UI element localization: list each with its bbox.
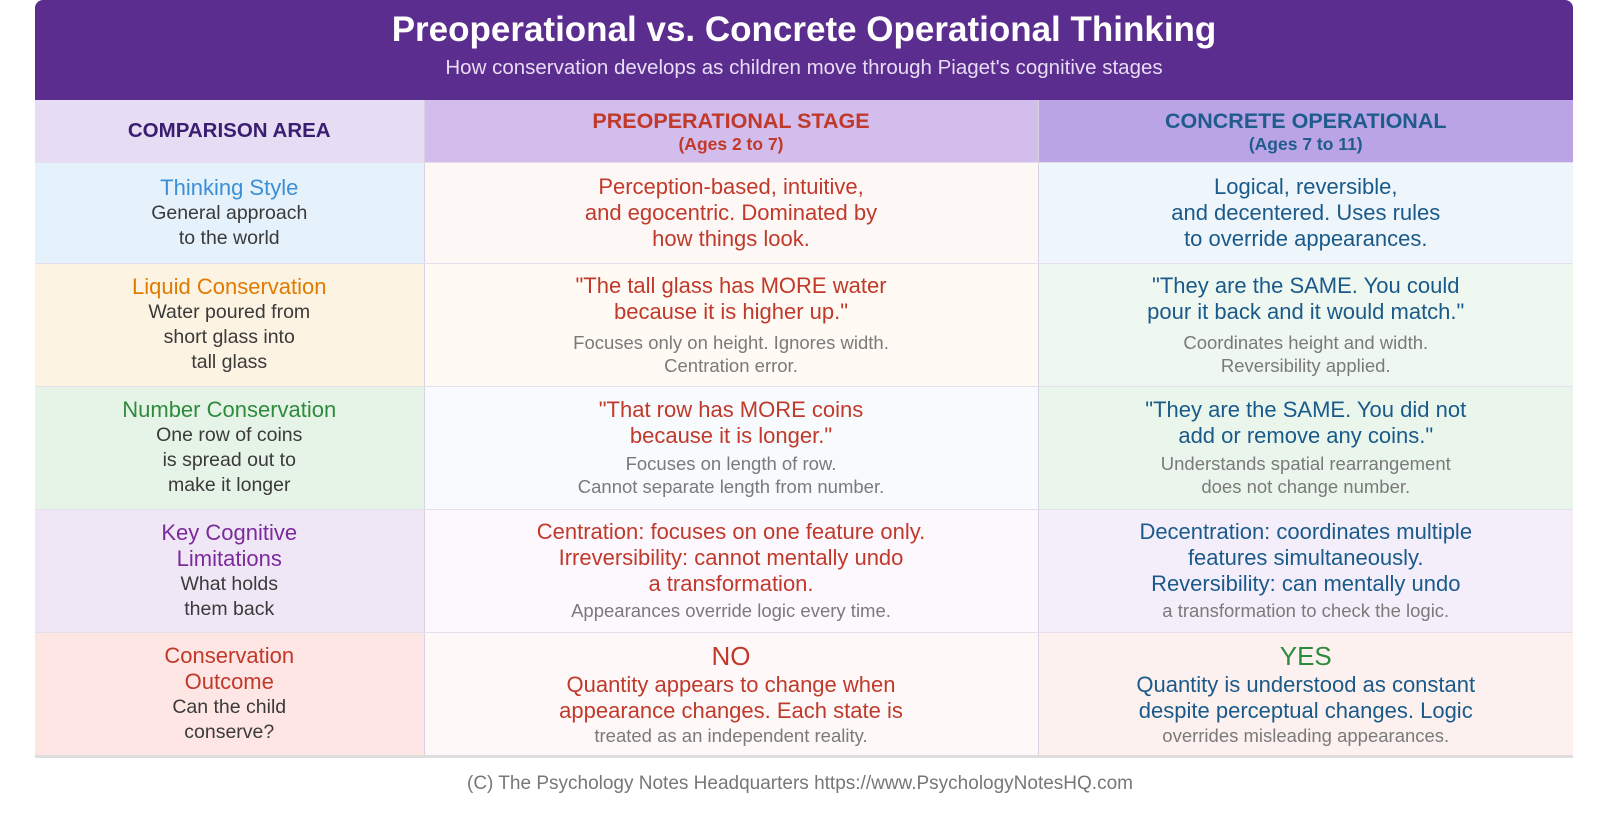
pre-note: Appearances override logic every time. [571,600,891,621]
concrete-cell: "They are the SAME. You did not add or r… [1038,386,1573,510]
page-title: Preoperational vs. Concrete Operational … [391,10,1217,49]
preoperational-cell: "The tall glass has MORE water because i… [424,263,1039,387]
area-desc: General approach [151,201,308,224]
footer-credit: (C) The Psychology Notes Headquarters ht… [467,773,1133,794]
concrete-label: CONCRETE OPERATIONAL [1165,108,1447,133]
area-title: Key Cognitive [161,519,298,545]
area-desc: conserve? [184,720,275,743]
table-row: Liquid Conservation Water poured from sh… [35,263,1573,387]
preoperational-ages: (Ages 2 to 7) [678,133,784,154]
table-row: Conservation Outcome Can the child conse… [35,632,1573,758]
page-subtitle: How conservation develops as children mo… [445,56,1163,79]
area-desc: them back [184,597,275,620]
area-desc: Can the child [172,695,287,718]
area-title: Conservation [164,642,295,668]
area-cell: Key Cognitive Limitations What holds the… [35,509,425,633]
column-header-preoperational: PREOPERATIONAL STAGE (Ages 2 to 7) [424,100,1039,163]
con-text: "They are the SAME. You did not [1145,397,1467,422]
table-header-row: COMPARISON AREA PREOPERATIONAL STAGE (Ag… [35,100,1573,163]
area-desc: to the world [178,226,280,249]
concrete-cell: Logical, reversible, and decentered. Use… [1038,162,1573,264]
con-text: Quantity is understood as constant [1136,672,1476,697]
pre-note: Cannot separate length from number. [577,476,885,497]
pre-text: appearance changes. Each state is [559,698,903,723]
con-text: Decentration: coordinates multiple [1139,519,1473,544]
pre-text: Irreversibility: cannot mentally undo [558,545,904,570]
area-cell: Conservation Outcome Can the child conse… [35,632,425,758]
verdict-yes: YES [1279,641,1332,671]
pre-note: Focuses on length of row. [625,453,837,474]
preoperational-cell: Centration: focuses on one feature only.… [424,509,1039,633]
area-desc: is spread out to [162,449,296,471]
pre-text: how things look. [652,225,810,251]
con-note: Coordinates height and width. [1183,331,1429,353]
area-title: Liquid Conservation [132,274,327,299]
con-text: Reversibility: can mentally undo [1151,571,1461,596]
pre-note: Focuses only on height. Ignores width. [573,331,889,353]
comparison-card: Preoperational vs. Concrete Operational … [35,0,1573,758]
con-text: features simultaneously. [1187,545,1424,570]
area-cell: Number Conservation One row of coins is … [35,386,425,510]
concrete-cell: YES Quantity is understood as constant d… [1038,632,1573,758]
con-text: pour it back and it would match." [1147,298,1465,324]
area-cell: Thinking Style General approach to the w… [35,162,425,264]
preoperational-cell: "That row has MORE coins because it is l… [424,386,1039,510]
con-text: and decentered. Uses rules [1171,199,1441,225]
concrete-cell: "They are the SAME. You could pour it ba… [1038,263,1573,387]
pre-note: treated as an independent reality. [594,725,868,746]
pre-text: Centration: focuses on one feature only. [536,519,926,544]
concrete-cell: Decentration: coordinates multiple featu… [1038,509,1573,633]
area-title: Number Conservation [122,397,337,422]
con-note: overrides misleading appearances. [1162,725,1450,746]
preoperational-label: PREOPERATIONAL STAGE [592,108,870,133]
area-desc: Water poured from [148,301,311,323]
pre-text: "That row has MORE coins [598,397,864,422]
area-desc: One row of coins [156,424,303,446]
con-note: Reversibility applied. [1220,354,1391,376]
pre-text: because it is higher up." [613,298,849,324]
table-row: Key Cognitive Limitations What holds the… [35,509,1573,633]
con-note: does not change number. [1201,476,1411,497]
preoperational-cell: NO Quantity appears to change when appea… [424,632,1039,758]
preoperational-cell: Perception-based, intuitive, and egocent… [424,162,1039,264]
con-text: to override appearances. [1184,225,1428,251]
con-text: add or remove any coins." [1178,423,1434,448]
area-desc: make it longer [168,474,291,496]
table-row: Thinking Style General approach to the w… [35,162,1573,264]
comparison-table: COMPARISON AREA PREOPERATIONAL STAGE (Ag… [35,100,1573,758]
con-note: a transformation to check the logic. [1162,600,1450,621]
area-desc: short glass into [163,326,295,348]
area-title: Limitations [176,545,282,571]
title-bar: Preoperational vs. Concrete Operational … [35,0,1573,100]
con-text: Logical, reversible, [1214,173,1398,199]
area-title: Thinking Style [160,174,299,200]
pre-text: "The tall glass has MORE water [575,272,887,298]
column-header-concrete: CONCRETE OPERATIONAL (Ages 7 to 11) [1038,100,1573,163]
pre-text: because it is longer." [629,423,833,448]
area-desc: tall glass [191,351,268,373]
column-header-area: COMPARISON AREA [35,100,425,163]
pre-text: Quantity appears to change when [566,672,896,697]
pre-note: Centration error. [664,354,798,376]
table-row: Number Conservation One row of coins is … [35,386,1573,510]
con-text: "They are the SAME. You could [1152,272,1460,298]
pre-text: Perception-based, intuitive, [598,173,864,199]
area-cell: Liquid Conservation Water poured from sh… [35,263,425,387]
area-title: Outcome [184,668,274,694]
area-desc: What holds [180,572,279,595]
con-text: despite perceptual changes. Logic [1138,698,1473,723]
con-note: Understands spatial rearrangement [1160,453,1451,474]
concrete-ages: (Ages 7 to 11) [1248,133,1363,154]
pre-text: a transformation. [648,571,814,596]
pre-text: and egocentric. Dominated by [584,199,878,225]
verdict-no: NO [711,641,751,671]
